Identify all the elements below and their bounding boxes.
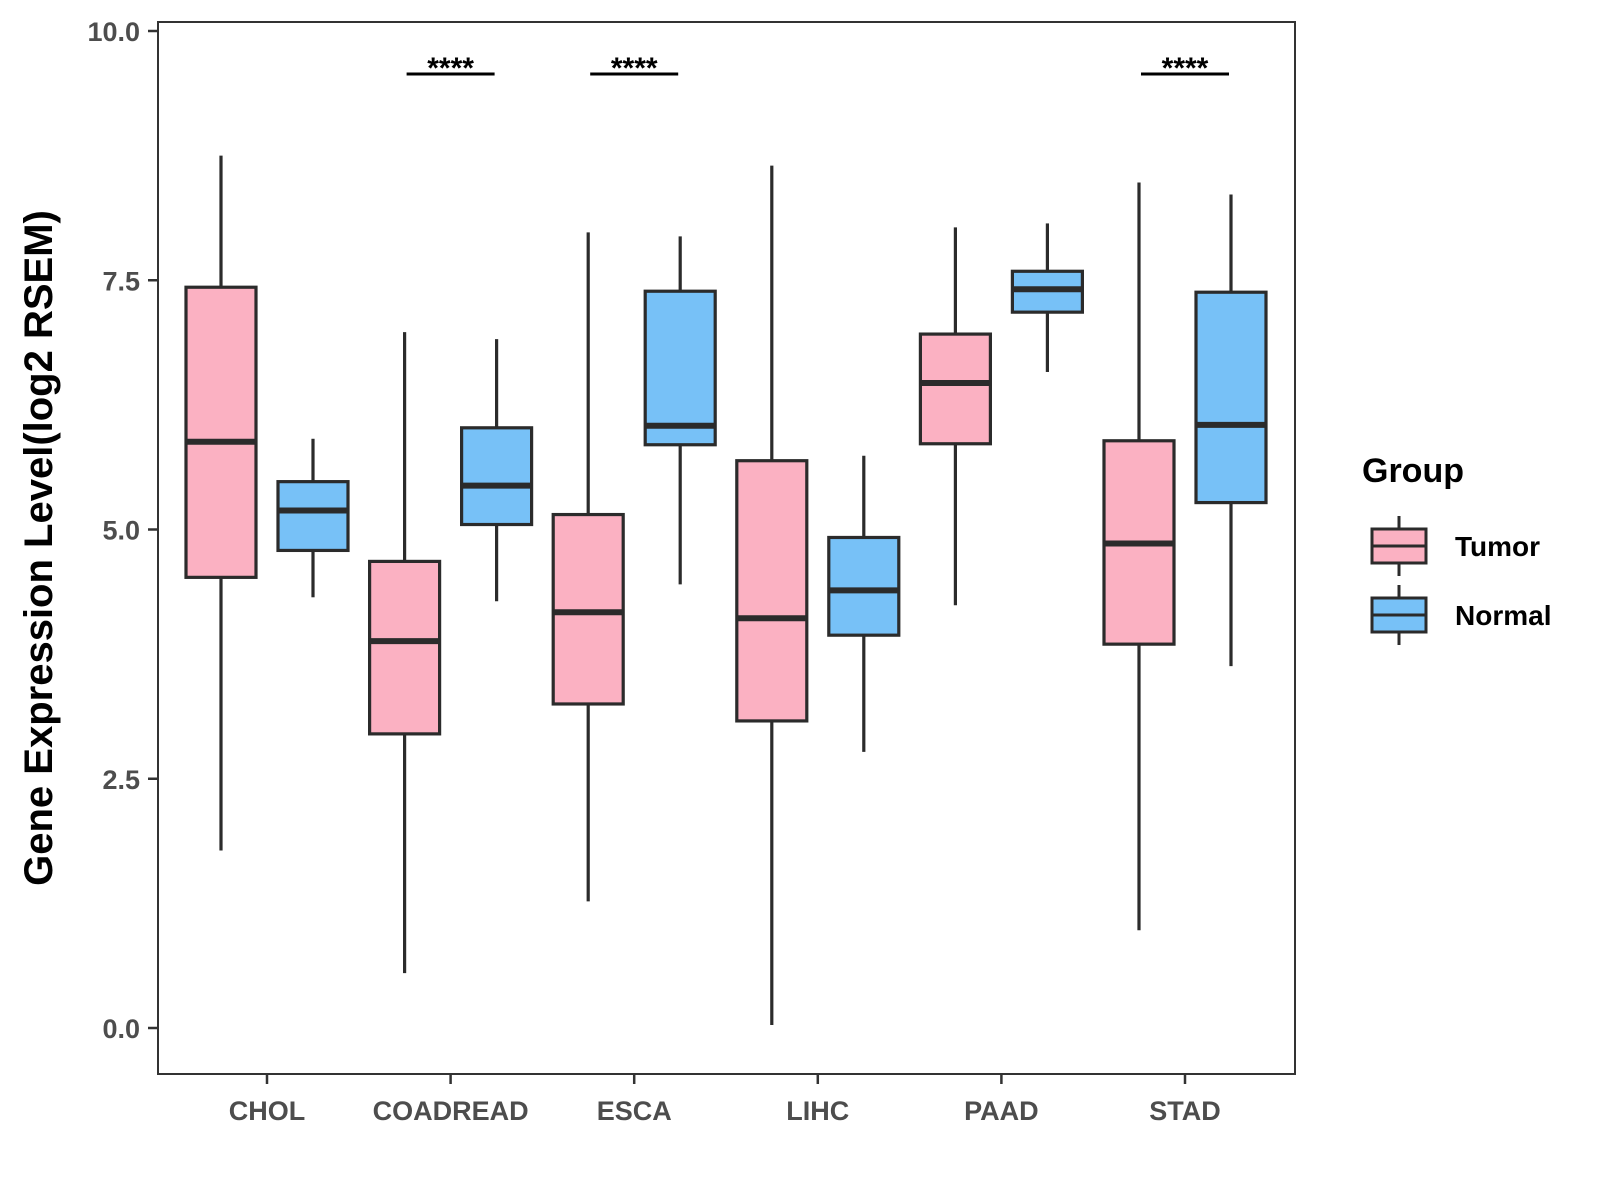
box-coadread-normal	[460, 339, 534, 602]
significance-label-coadread: ****	[427, 52, 474, 85]
box-esca-tumor	[551, 232, 625, 902]
box-stad-normal	[1194, 194, 1268, 667]
x-tick-label-lihc: LIHC	[786, 1096, 849, 1126]
y-tick-label: 5.0	[102, 516, 140, 546]
plot-panel-border	[157, 21, 1296, 1075]
box-lihc-normal	[827, 455, 901, 752]
legend-item-normal: Normal	[1370, 585, 1551, 645]
box-chol-tumor	[184, 155, 258, 851]
legend-label-tumor: Tumor	[1455, 531, 1540, 562]
y-tick-label: 7.5	[102, 266, 140, 296]
box-lihc-tumor	[735, 165, 809, 1026]
y-axis-title: Gene Expression Level(log2 RSEM)	[17, 210, 61, 886]
iqr-box-coadread-normal	[460, 426, 534, 527]
y-tick-label: 2.5	[102, 765, 140, 795]
box-paad-normal	[1010, 223, 1085, 372]
y-tick-label: 0.0	[102, 1014, 140, 1044]
legend-label-normal: Normal	[1455, 600, 1551, 631]
box-paad-tumor	[918, 227, 993, 606]
iqr-box-paad-tumor	[918, 332, 993, 446]
box-esca-normal	[643, 236, 717, 585]
x-tick-label-stad: STAD	[1149, 1096, 1221, 1126]
y-tick-label: 10.0	[87, 17, 140, 47]
legend-title: Group	[1362, 452, 1464, 490]
box-coadread-tumor	[368, 332, 442, 974]
x-tick-label-chol: CHOL	[229, 1096, 306, 1126]
iqr-box-esca-normal	[643, 289, 717, 447]
x-tick-label-esca: ESCA	[597, 1096, 672, 1126]
iqr-box-chol-tumor	[184, 285, 258, 579]
box-stad-tumor	[1102, 182, 1176, 931]
x-tick-label-paad: PAAD	[964, 1096, 1039, 1126]
iqr-box-lihc-tumor	[735, 459, 809, 723]
iqr-box-stad-normal	[1194, 290, 1268, 505]
iqr-box-coadread-tumor	[368, 559, 442, 736]
iqr-box-chol-normal	[276, 480, 350, 553]
legend-item-tumor: Tumor	[1370, 516, 1540, 576]
significance-label-stad: ****	[1162, 52, 1209, 85]
significance-label-esca: ****	[611, 52, 658, 85]
box-chol-normal	[276, 438, 350, 598]
iqr-box-lihc-normal	[827, 535, 901, 637]
x-tick-label-coadread: COADREAD	[373, 1096, 529, 1126]
legend: Group Tumor Normal	[1362, 452, 1551, 645]
